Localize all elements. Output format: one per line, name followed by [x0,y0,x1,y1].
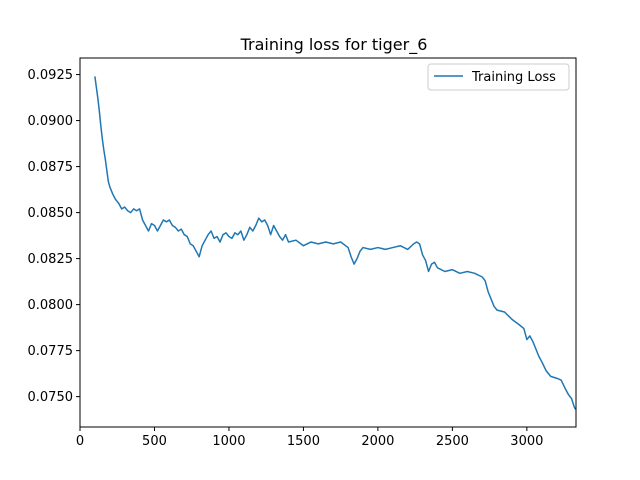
y-tick-label: 0.0900 [28,114,74,129]
x-tick-label: 0 [76,434,84,449]
y-tick-label: 0.0750 [28,390,74,405]
legend: Training Loss [427,63,570,91]
x-tick-label: 500 [142,434,167,449]
x-tick-label: 1500 [287,434,320,449]
x-tick-label: 3000 [510,434,543,449]
series-line-training-loss [94,76,577,410]
legend-box [427,63,570,91]
legend-label-training-loss: Training Loss [471,70,556,85]
chart-title: Training loss for tiger_6 [240,35,428,55]
y-tick-label: 0.0925 [28,68,74,83]
x-axis-ticks: 0 500 1000 1500 2000 2500 3000 [76,427,543,449]
x-tick-label: 2500 [436,434,469,449]
plot-frame [79,57,577,428]
y-tick-label: 0.0775 [28,344,74,359]
y-tick-label: 0.0850 [28,206,74,221]
x-tick-label: 2000 [361,434,394,449]
x-tick-label: 1000 [212,434,245,449]
y-tick-label: 0.0825 [28,252,74,267]
y-tick-label: 0.0875 [28,160,74,175]
y-axis-ticks: 0.0750 0.0775 0.0800 0.0825 0.0850 0.0875 0.09… [28,68,80,405]
y-tick-label: 0.0800 [28,298,74,313]
series-layer [94,76,577,410]
